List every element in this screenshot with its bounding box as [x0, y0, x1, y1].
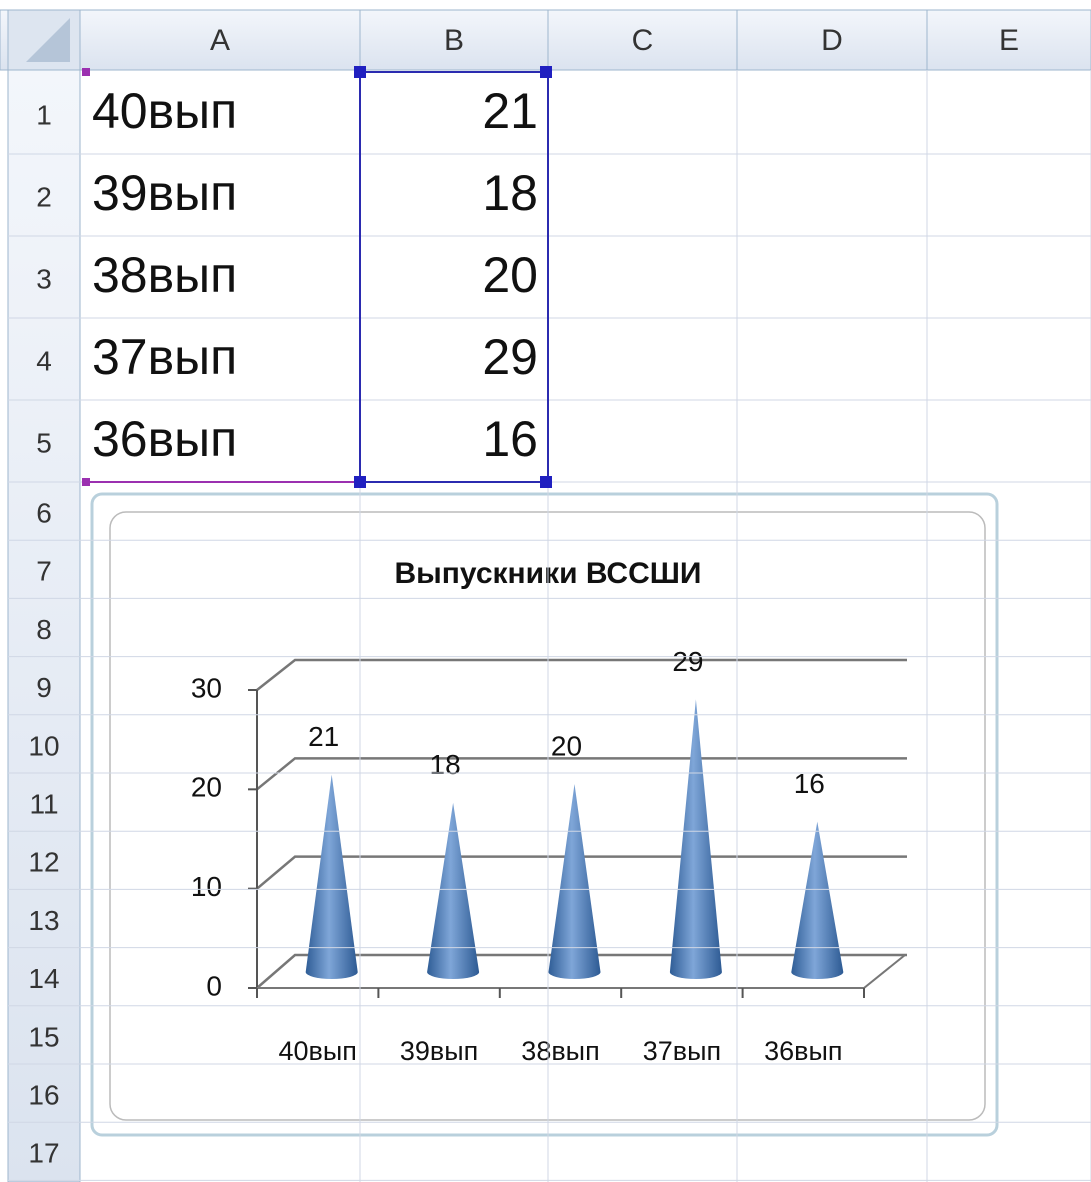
cell-number[interactable]: 20: [482, 247, 538, 303]
row-header[interactable]: 9: [36, 672, 52, 703]
range-handle[interactable]: [540, 66, 552, 78]
data-label: 29: [672, 646, 703, 677]
row-header[interactable]: 2: [36, 181, 52, 212]
cone: [548, 784, 601, 979]
cell-text[interactable]: 38вып: [92, 247, 237, 303]
data-label: 21: [308, 721, 339, 752]
cell-number[interactable]: 29: [482, 329, 538, 385]
y-tick-label: 30: [191, 672, 222, 703]
row-header[interactable]: 7: [36, 556, 52, 587]
row-header[interactable]: 12: [28, 847, 59, 878]
cell-text[interactable]: 36вып: [92, 411, 237, 467]
cone: [427, 802, 480, 979]
cell-text[interactable]: 40вып: [92, 83, 237, 139]
x-tick-label: 36вып: [764, 1036, 842, 1066]
row-header[interactable]: 11: [29, 788, 58, 819]
column-header-bar: [0, 9, 1091, 71]
range-handle[interactable]: [354, 66, 366, 78]
x-tick-label: 40вып: [278, 1036, 356, 1066]
range-highlight: [359, 71, 549, 483]
cone: [669, 699, 722, 979]
column-header[interactable]: C: [632, 24, 654, 57]
range-handle[interactable]: [354, 476, 366, 488]
row-header[interactable]: 4: [36, 345, 52, 376]
grid-line: [256, 658, 907, 691]
grid-line: [256, 757, 907, 791]
x-tick-label: 37вып: [643, 1036, 721, 1066]
row-header[interactable]: 5: [36, 427, 52, 458]
cell-number[interactable]: 21: [482, 83, 538, 139]
range-handle[interactable]: [82, 478, 90, 486]
column-header[interactable]: B: [444, 24, 464, 57]
data-label: 18: [430, 749, 461, 780]
cone: [305, 774, 358, 979]
column-header[interactable]: D: [821, 24, 843, 57]
x-tick-label: 38вып: [521, 1036, 599, 1066]
column-header[interactable]: E: [999, 24, 1019, 57]
row-header-bar: [7, 69, 81, 1182]
select-all-triangle: [26, 18, 70, 62]
cell-text[interactable]: 39вып: [92, 165, 237, 221]
cell-number[interactable]: 18: [482, 165, 538, 221]
row-header[interactable]: 16: [28, 1079, 59, 1110]
x-tick-label: 39вып: [400, 1036, 478, 1066]
column-header[interactable]: A: [210, 24, 230, 57]
cell-number[interactable]: 16: [482, 411, 538, 467]
y-tick-label: 10: [191, 871, 222, 902]
row-header[interactable]: 14: [28, 963, 59, 994]
row-header[interactable]: 8: [36, 614, 52, 645]
row-header[interactable]: 3: [36, 263, 52, 294]
data-label: 20: [551, 730, 582, 761]
row-header[interactable]: 17: [28, 1138, 59, 1169]
row-header[interactable]: 13: [28, 905, 59, 936]
row-header[interactable]: 1: [36, 99, 52, 130]
cell-text[interactable]: 37вып: [92, 329, 237, 385]
row-header[interactable]: 15: [28, 1021, 59, 1052]
row-header[interactable]: 10: [28, 730, 59, 761]
y-tick-label: 20: [191, 772, 222, 803]
row-header[interactable]: 6: [36, 497, 52, 528]
y-tick-label: 0: [206, 970, 222, 1001]
range-handle[interactable]: [540, 476, 552, 488]
cone: [791, 821, 844, 979]
range-handle[interactable]: [82, 68, 90, 76]
